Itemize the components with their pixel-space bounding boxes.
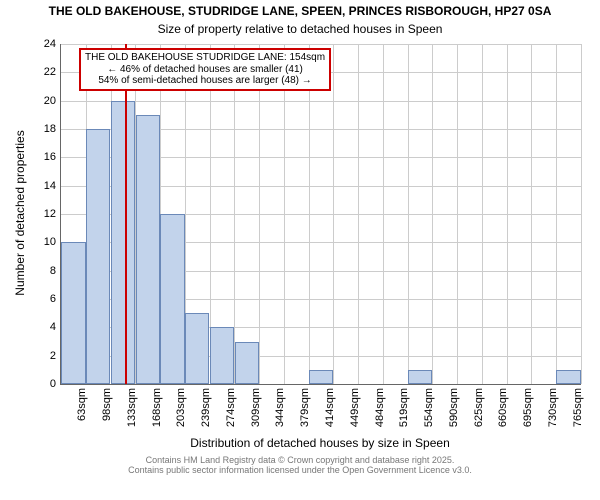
- x-tick-label: 274sqm: [225, 388, 237, 427]
- x-tick-label: 133sqm: [126, 388, 138, 427]
- x-tick-label: 168sqm: [151, 388, 163, 427]
- grid-line-v: [457, 44, 458, 384]
- annotation-line-1: THE OLD BAKEHOUSE STUDRIDGE LANE: 154sqm: [85, 52, 325, 64]
- histogram-bar: [111, 101, 135, 384]
- x-tick-label: 765sqm: [572, 388, 584, 427]
- grid-line-h: [61, 101, 581, 102]
- y-tick-label: 0: [32, 378, 56, 390]
- x-tick-label: 660sqm: [497, 388, 509, 427]
- chart-title-line2: Size of property relative to detached ho…: [0, 22, 600, 36]
- x-tick-label: 239sqm: [200, 388, 212, 427]
- chart-container: { "title": { "line1": "THE OLD BAKEHOUSE…: [0, 0, 600, 500]
- x-tick-label: 730sqm: [547, 388, 559, 427]
- marker-line: [125, 44, 127, 384]
- y-axis-label: Number of detached properties: [13, 43, 27, 383]
- x-tick-label: 63sqm: [76, 388, 88, 421]
- plot-area: THE OLD BAKEHOUSE STUDRIDGE LANE: 154sqm…: [60, 44, 581, 385]
- x-tick-label: 309sqm: [250, 388, 262, 427]
- x-tick-label: 344sqm: [274, 388, 286, 427]
- x-tick-label: 414sqm: [324, 388, 336, 427]
- y-tick-label: 10: [32, 236, 56, 248]
- y-tick-label: 2: [32, 350, 56, 362]
- grid-line-v: [234, 44, 235, 384]
- grid-line-v: [507, 44, 508, 384]
- histogram-bar: [309, 370, 333, 384]
- annotation-line-2: ← 46% of detached houses are smaller (41…: [85, 64, 325, 76]
- y-tick-label: 22: [32, 66, 56, 78]
- x-tick-label: 379sqm: [299, 388, 311, 427]
- x-tick-label: 625sqm: [473, 388, 485, 427]
- grid-line-v: [259, 44, 260, 384]
- histogram-bar: [235, 342, 259, 385]
- histogram-bar: [185, 313, 209, 384]
- footer-text: Contains HM Land Registry data © Crown c…: [0, 456, 600, 476]
- y-tick-label: 18: [32, 123, 56, 135]
- y-tick-label: 6: [32, 293, 56, 305]
- y-tick-label: 12: [32, 208, 56, 220]
- x-tick-label: 449sqm: [349, 388, 361, 427]
- y-tick-label: 4: [32, 321, 56, 333]
- histogram-bar: [408, 370, 432, 384]
- x-tick-label: 519sqm: [398, 388, 410, 427]
- grid-line-v: [556, 44, 557, 384]
- y-tick-label: 20: [32, 95, 56, 107]
- footer-line-2: Contains public sector information licen…: [0, 466, 600, 476]
- y-tick-label: 24: [32, 38, 56, 50]
- grid-line-v: [581, 44, 582, 384]
- grid-line-v: [358, 44, 359, 384]
- x-tick-label: 98sqm: [101, 388, 113, 421]
- annotation-line-3: 54% of semi-detached houses are larger (…: [85, 75, 325, 87]
- histogram-bar: [210, 327, 234, 384]
- x-tick-label: 203sqm: [175, 388, 187, 427]
- grid-line-h: [61, 44, 581, 45]
- histogram-bar: [61, 242, 85, 384]
- histogram-bar: [136, 115, 160, 384]
- y-tick-label: 14: [32, 180, 56, 192]
- y-tick-label: 8: [32, 265, 56, 277]
- chart-title-line1: THE OLD BAKEHOUSE, STUDRIDGE LANE, SPEEN…: [0, 4, 600, 18]
- grid-line-v: [432, 44, 433, 384]
- grid-line-v: [333, 44, 334, 384]
- grid-line-v: [383, 44, 384, 384]
- annotation-box: THE OLD BAKEHOUSE STUDRIDGE LANE: 154sqm…: [79, 48, 331, 91]
- y-tick-label: 16: [32, 151, 56, 163]
- x-tick-label: 695sqm: [522, 388, 534, 427]
- histogram-bar: [556, 370, 580, 384]
- x-tick-label: 554sqm: [423, 388, 435, 427]
- grid-line-v: [284, 44, 285, 384]
- grid-line-v: [531, 44, 532, 384]
- x-tick-label: 590sqm: [448, 388, 460, 427]
- grid-line-v: [309, 44, 310, 384]
- grid-line-v: [408, 44, 409, 384]
- x-tick-label: 484sqm: [374, 388, 386, 427]
- histogram-bar: [160, 214, 184, 384]
- x-axis-label: Distribution of detached houses by size …: [60, 436, 580, 450]
- grid-line-v: [482, 44, 483, 384]
- histogram-bar: [86, 129, 110, 384]
